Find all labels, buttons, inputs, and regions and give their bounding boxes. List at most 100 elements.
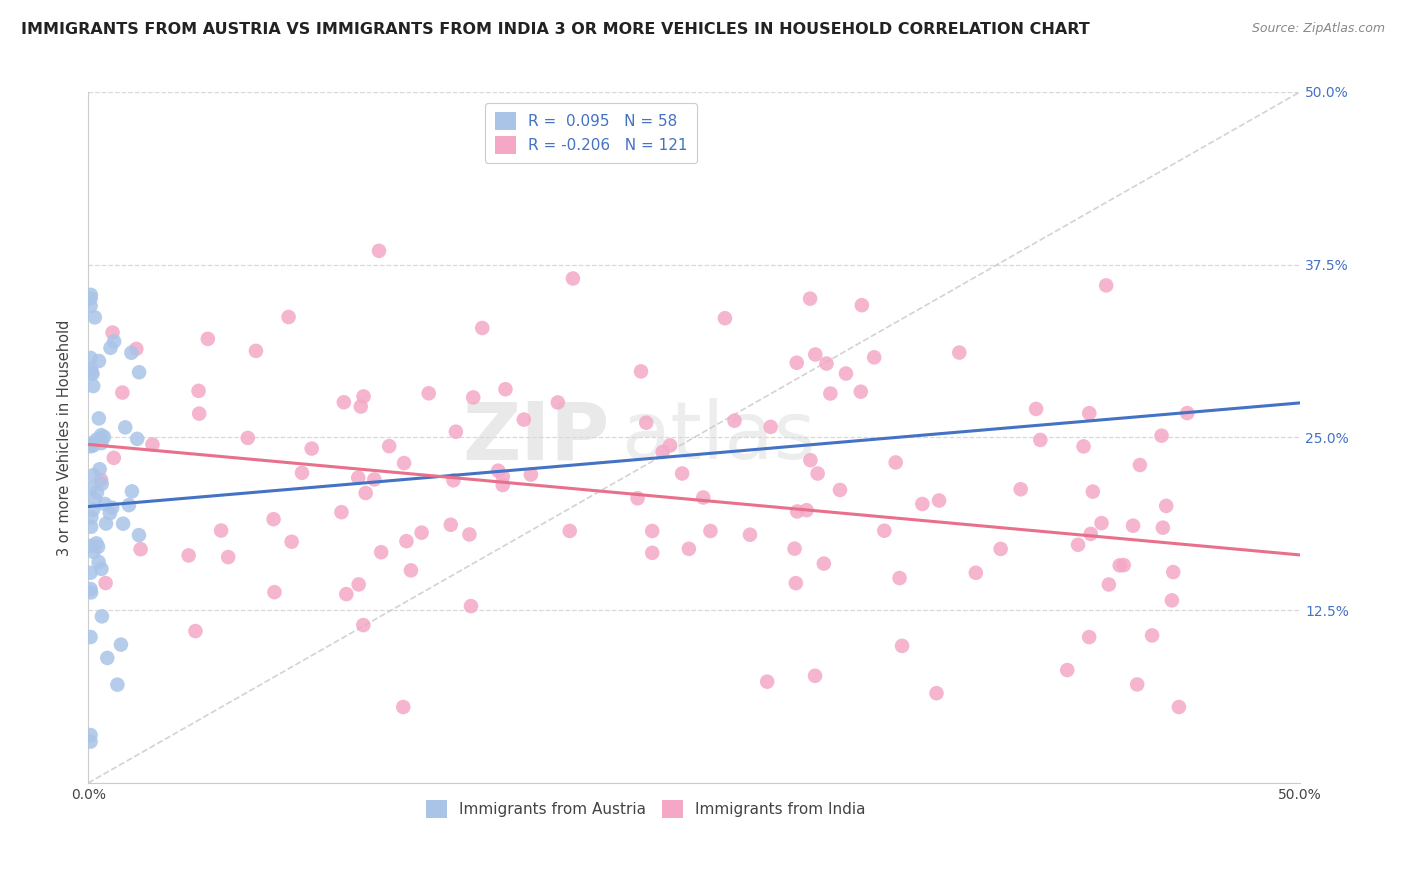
Point xyxy=(120,345,142,359)
Point xyxy=(87,354,110,368)
Point xyxy=(90,562,112,576)
Point xyxy=(263,585,285,599)
Point xyxy=(86,536,108,550)
Point xyxy=(80,288,103,302)
Point xyxy=(112,516,135,531)
Point xyxy=(1081,484,1104,499)
Point xyxy=(799,292,821,306)
Point xyxy=(363,472,385,486)
Point xyxy=(141,437,163,451)
Point xyxy=(301,442,323,456)
Point xyxy=(80,361,103,376)
Point xyxy=(759,420,782,434)
Point xyxy=(82,379,104,393)
Point xyxy=(79,292,101,306)
Point xyxy=(513,412,536,426)
Point xyxy=(86,433,108,447)
Point xyxy=(353,389,375,403)
Point xyxy=(82,502,104,516)
Point xyxy=(1122,518,1144,533)
Point xyxy=(399,563,422,577)
Point xyxy=(79,734,101,748)
Point xyxy=(714,311,737,326)
Point xyxy=(873,524,896,538)
Point xyxy=(460,599,482,613)
Point xyxy=(444,425,467,439)
Y-axis label: 3 or more Vehicles in Household: 3 or more Vehicles in Household xyxy=(58,319,72,556)
Point xyxy=(723,414,745,428)
Point xyxy=(90,436,112,450)
Point xyxy=(101,326,124,340)
Point xyxy=(392,700,415,714)
Point xyxy=(347,471,370,485)
Point xyxy=(494,382,516,396)
Point xyxy=(84,492,107,507)
Point xyxy=(659,438,682,452)
Point xyxy=(492,469,515,483)
Point xyxy=(1056,663,1078,677)
Point xyxy=(561,271,583,285)
Point xyxy=(209,524,232,538)
Point xyxy=(463,391,485,405)
Point xyxy=(111,385,134,400)
Point xyxy=(699,524,721,538)
Point xyxy=(370,545,392,559)
Point xyxy=(90,428,112,442)
Point xyxy=(863,351,886,365)
Point xyxy=(80,585,103,599)
Point xyxy=(392,456,415,470)
Point xyxy=(83,310,105,325)
Point xyxy=(1129,458,1152,472)
Point xyxy=(121,484,143,499)
Point xyxy=(486,464,509,478)
Point xyxy=(1029,433,1052,447)
Point xyxy=(1095,278,1118,293)
Point xyxy=(558,524,581,538)
Point xyxy=(678,541,700,556)
Point xyxy=(965,566,987,580)
Point xyxy=(90,433,112,447)
Point xyxy=(738,527,761,541)
Point xyxy=(1160,593,1182,607)
Point xyxy=(1112,558,1135,573)
Point xyxy=(101,500,124,515)
Point xyxy=(217,550,239,565)
Point xyxy=(335,587,357,601)
Point xyxy=(197,332,219,346)
Point xyxy=(1126,677,1149,691)
Point xyxy=(630,364,652,378)
Point xyxy=(796,503,818,517)
Point xyxy=(83,545,105,559)
Point xyxy=(804,347,827,361)
Point xyxy=(280,534,302,549)
Point xyxy=(100,341,122,355)
Point xyxy=(671,467,693,481)
Text: atlas: atlas xyxy=(621,399,815,476)
Point xyxy=(79,566,101,580)
Point xyxy=(80,520,103,534)
Point xyxy=(79,351,101,365)
Point xyxy=(626,491,648,506)
Point xyxy=(236,431,259,445)
Point xyxy=(187,384,209,398)
Point xyxy=(94,516,117,531)
Point xyxy=(641,524,664,538)
Point xyxy=(820,386,842,401)
Point xyxy=(1140,628,1163,642)
Point xyxy=(813,557,835,571)
Point xyxy=(90,609,112,624)
Point xyxy=(263,512,285,526)
Point xyxy=(925,686,948,700)
Point xyxy=(350,400,373,414)
Point xyxy=(884,455,907,469)
Point xyxy=(118,498,141,512)
Point xyxy=(80,510,103,524)
Point xyxy=(411,525,433,540)
Point xyxy=(368,244,391,258)
Point xyxy=(440,517,463,532)
Point xyxy=(458,527,481,541)
Point xyxy=(110,638,132,652)
Point xyxy=(786,504,808,518)
Point xyxy=(756,674,779,689)
Point xyxy=(80,366,103,380)
